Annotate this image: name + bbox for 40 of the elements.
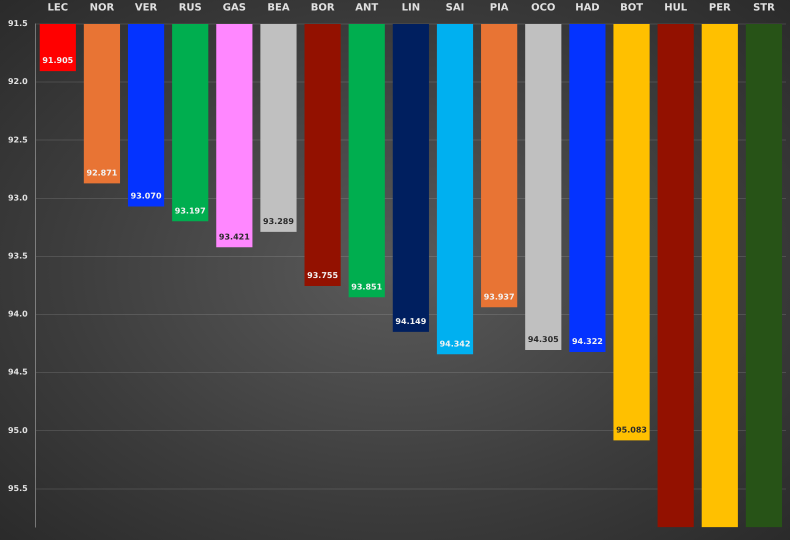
- x-tick-label: NOR: [90, 2, 115, 14]
- x-tick-label: HAD: [575, 2, 600, 14]
- y-tick-label: 94.0: [8, 310, 28, 319]
- data-label: 94.322: [572, 337, 603, 346]
- y-tick-label: 93.0: [8, 193, 28, 202]
- x-tick-label: STR: [753, 2, 776, 14]
- data-label: 93.289: [263, 216, 294, 226]
- x-tick-label: ANT: [355, 2, 378, 14]
- data-label: 93.755: [307, 271, 338, 280]
- x-tick-label: BOR: [310, 2, 335, 14]
- y-tick-label: 92.0: [8, 77, 28, 86]
- data-label: 93.197: [174, 206, 206, 216]
- x-tick-label: GAS: [222, 2, 246, 14]
- data-label: 92.871: [86, 168, 118, 178]
- data-label: 94.305: [528, 335, 560, 344]
- x-tick-label: VER: [134, 2, 158, 14]
- x-tick-label: BEA: [267, 2, 290, 14]
- data-label: 95.083: [616, 425, 647, 434]
- y-tick-label: 93.5: [8, 252, 28, 261]
- data-label: 93.937: [484, 292, 515, 302]
- x-tick-label: HUL: [664, 2, 688, 14]
- y-tick-label: 94.5: [8, 368, 28, 377]
- data-label: 94.342: [440, 339, 470, 348]
- x-tick-label: RUS: [178, 2, 202, 14]
- data-label: 91.905: [42, 56, 74, 66]
- x-tick-label: PIA: [490, 2, 509, 14]
- y-tick-label: 92.5: [8, 135, 28, 144]
- x-tick-label: LIN: [402, 2, 420, 14]
- y-tick-label: 91.5: [8, 19, 28, 28]
- x-tick-label: BOT: [620, 2, 644, 14]
- y-tick-label: 95.0: [8, 426, 28, 435]
- y-tick-label: 95.5: [8, 484, 28, 493]
- x-tick-label: LEC: [48, 2, 68, 14]
- x-tick-label: OCO: [531, 2, 556, 14]
- data-label: 93.851: [351, 282, 383, 292]
- data-label: 94.149: [395, 316, 427, 326]
- data-label: 93.421: [218, 232, 250, 242]
- x-tick-label: PER: [708, 2, 732, 14]
- x-tick-label: SAI: [446, 2, 464, 14]
- data-label: 93.070: [130, 192, 162, 201]
